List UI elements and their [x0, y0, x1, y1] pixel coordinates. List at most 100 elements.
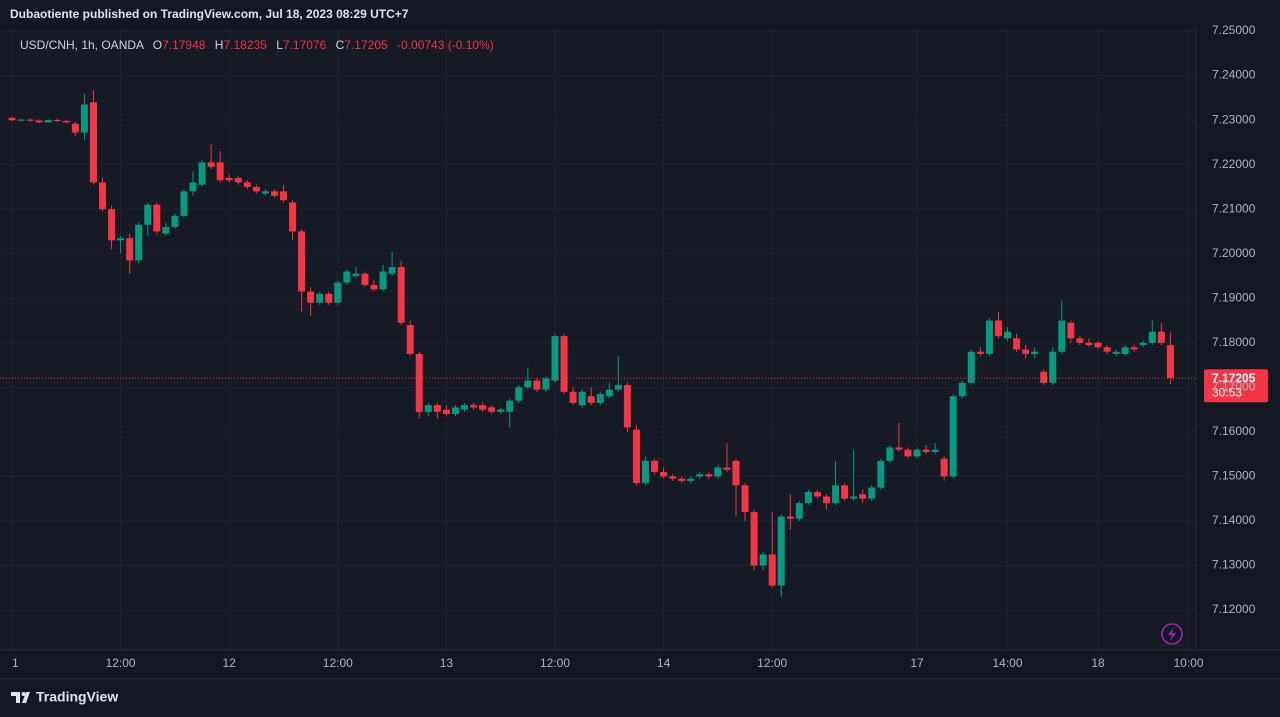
candle: [180, 189, 188, 219]
candle-body: [316, 293, 324, 303]
candle: [714, 465, 722, 479]
candle: [1076, 336, 1084, 346]
x-tick-label: 18: [1091, 656, 1105, 670]
alert-icon[interactable]: [1161, 623, 1183, 645]
candle-body: [8, 117, 16, 121]
y-tick-label: 7.25000: [1212, 23, 1256, 37]
candle: [732, 458, 740, 517]
candle: [488, 405, 496, 415]
candles: [8, 89, 1174, 597]
candle-body: [578, 391, 586, 406]
candle-body: [524, 380, 532, 388]
candle: [108, 205, 116, 250]
legend: USD/CNH, 1h, OANDA O7.17948 H7.18235 L7.…: [20, 38, 494, 52]
candle: [53, 118, 61, 122]
candle: [415, 351, 423, 419]
candle-body: [1031, 351, 1039, 354]
candle: [17, 118, 25, 122]
candle: [832, 460, 840, 506]
candle-body: [660, 471, 668, 477]
candle-body: [569, 391, 577, 403]
candle-body: [461, 405, 468, 410]
candle-body: [605, 389, 613, 397]
candle: [234, 175, 242, 185]
candle: [1139, 340, 1147, 348]
candle-body: [768, 554, 776, 586]
candle: [868, 485, 876, 501]
last-price-label: 7.17205: [1212, 371, 1256, 385]
candle: [397, 260, 405, 325]
close-label: C: [336, 38, 345, 52]
candle: [904, 447, 912, 459]
candle: [26, 118, 34, 122]
x-tick-label: 1: [12, 656, 19, 670]
candle: [89, 89, 97, 185]
candle: [524, 367, 532, 390]
candle-body: [379, 271, 387, 290]
candle: [126, 233, 134, 274]
last-price-box: [1204, 369, 1268, 403]
candle-body: [126, 238, 134, 261]
candle-body: [117, 238, 125, 241]
candle-body: [533, 380, 541, 390]
x-tick-label: 12:00: [323, 656, 353, 670]
candle-body: [470, 405, 478, 408]
x-tick-label: 13: [440, 656, 454, 670]
candle: [642, 456, 649, 486]
candle-body: [1103, 347, 1111, 352]
candle-body: [696, 474, 704, 477]
candle-body: [750, 512, 758, 566]
candle-body: [17, 119, 25, 121]
candle-body: [1076, 338, 1084, 343]
candle: [542, 376, 550, 392]
candle: [379, 264, 387, 292]
candle-body: [198, 162, 206, 185]
candle: [1031, 347, 1039, 359]
candle: [1040, 369, 1048, 386]
candle: [442, 405, 450, 417]
candle-body: [1040, 371, 1048, 383]
candle: [135, 222, 143, 264]
candle-body: [759, 554, 767, 566]
candle: [750, 509, 758, 570]
candle-body: [904, 449, 912, 457]
candle-body: [216, 162, 224, 181]
y-tick-label: 7.17000: [1212, 380, 1256, 394]
candle: [162, 222, 170, 236]
candle: [569, 387, 577, 406]
candle: [804, 489, 812, 506]
candle-body: [171, 215, 179, 227]
y-tick-label: 7.23000: [1212, 112, 1256, 126]
candle: [406, 320, 414, 357]
candle-body: [479, 405, 487, 410]
candle: [461, 402, 468, 412]
alert-circle[interactable]: [1161, 623, 1183, 645]
candle-body: [669, 476, 677, 479]
published-note: Dubaotiente published on TradingView.com…: [10, 7, 409, 21]
candle: [80, 93, 88, 141]
candle-body: [560, 336, 568, 392]
candle: [1157, 322, 1165, 346]
candle-body: [261, 191, 269, 194]
candle-body: [108, 209, 116, 241]
candle: [280, 184, 287, 203]
candle: [976, 347, 984, 357]
candle: [171, 213, 179, 230]
candle: [1094, 340, 1102, 350]
candle: [153, 202, 161, 234]
candle-body: [931, 449, 939, 452]
candle-body: [1004, 331, 1011, 339]
y-tick-label: 7.16000: [1212, 424, 1256, 438]
candle-body: [53, 120, 61, 122]
candle-body: [832, 485, 840, 504]
candle: [795, 500, 803, 521]
candle: [913, 447, 921, 459]
x-tick-label: 12:00: [106, 656, 136, 670]
candle: [1121, 345, 1129, 357]
candle-body: [234, 177, 242, 183]
high-value: 7.18235: [223, 38, 267, 52]
candle-body: [949, 396, 957, 477]
candle: [225, 174, 233, 183]
candle-body: [415, 353, 423, 412]
